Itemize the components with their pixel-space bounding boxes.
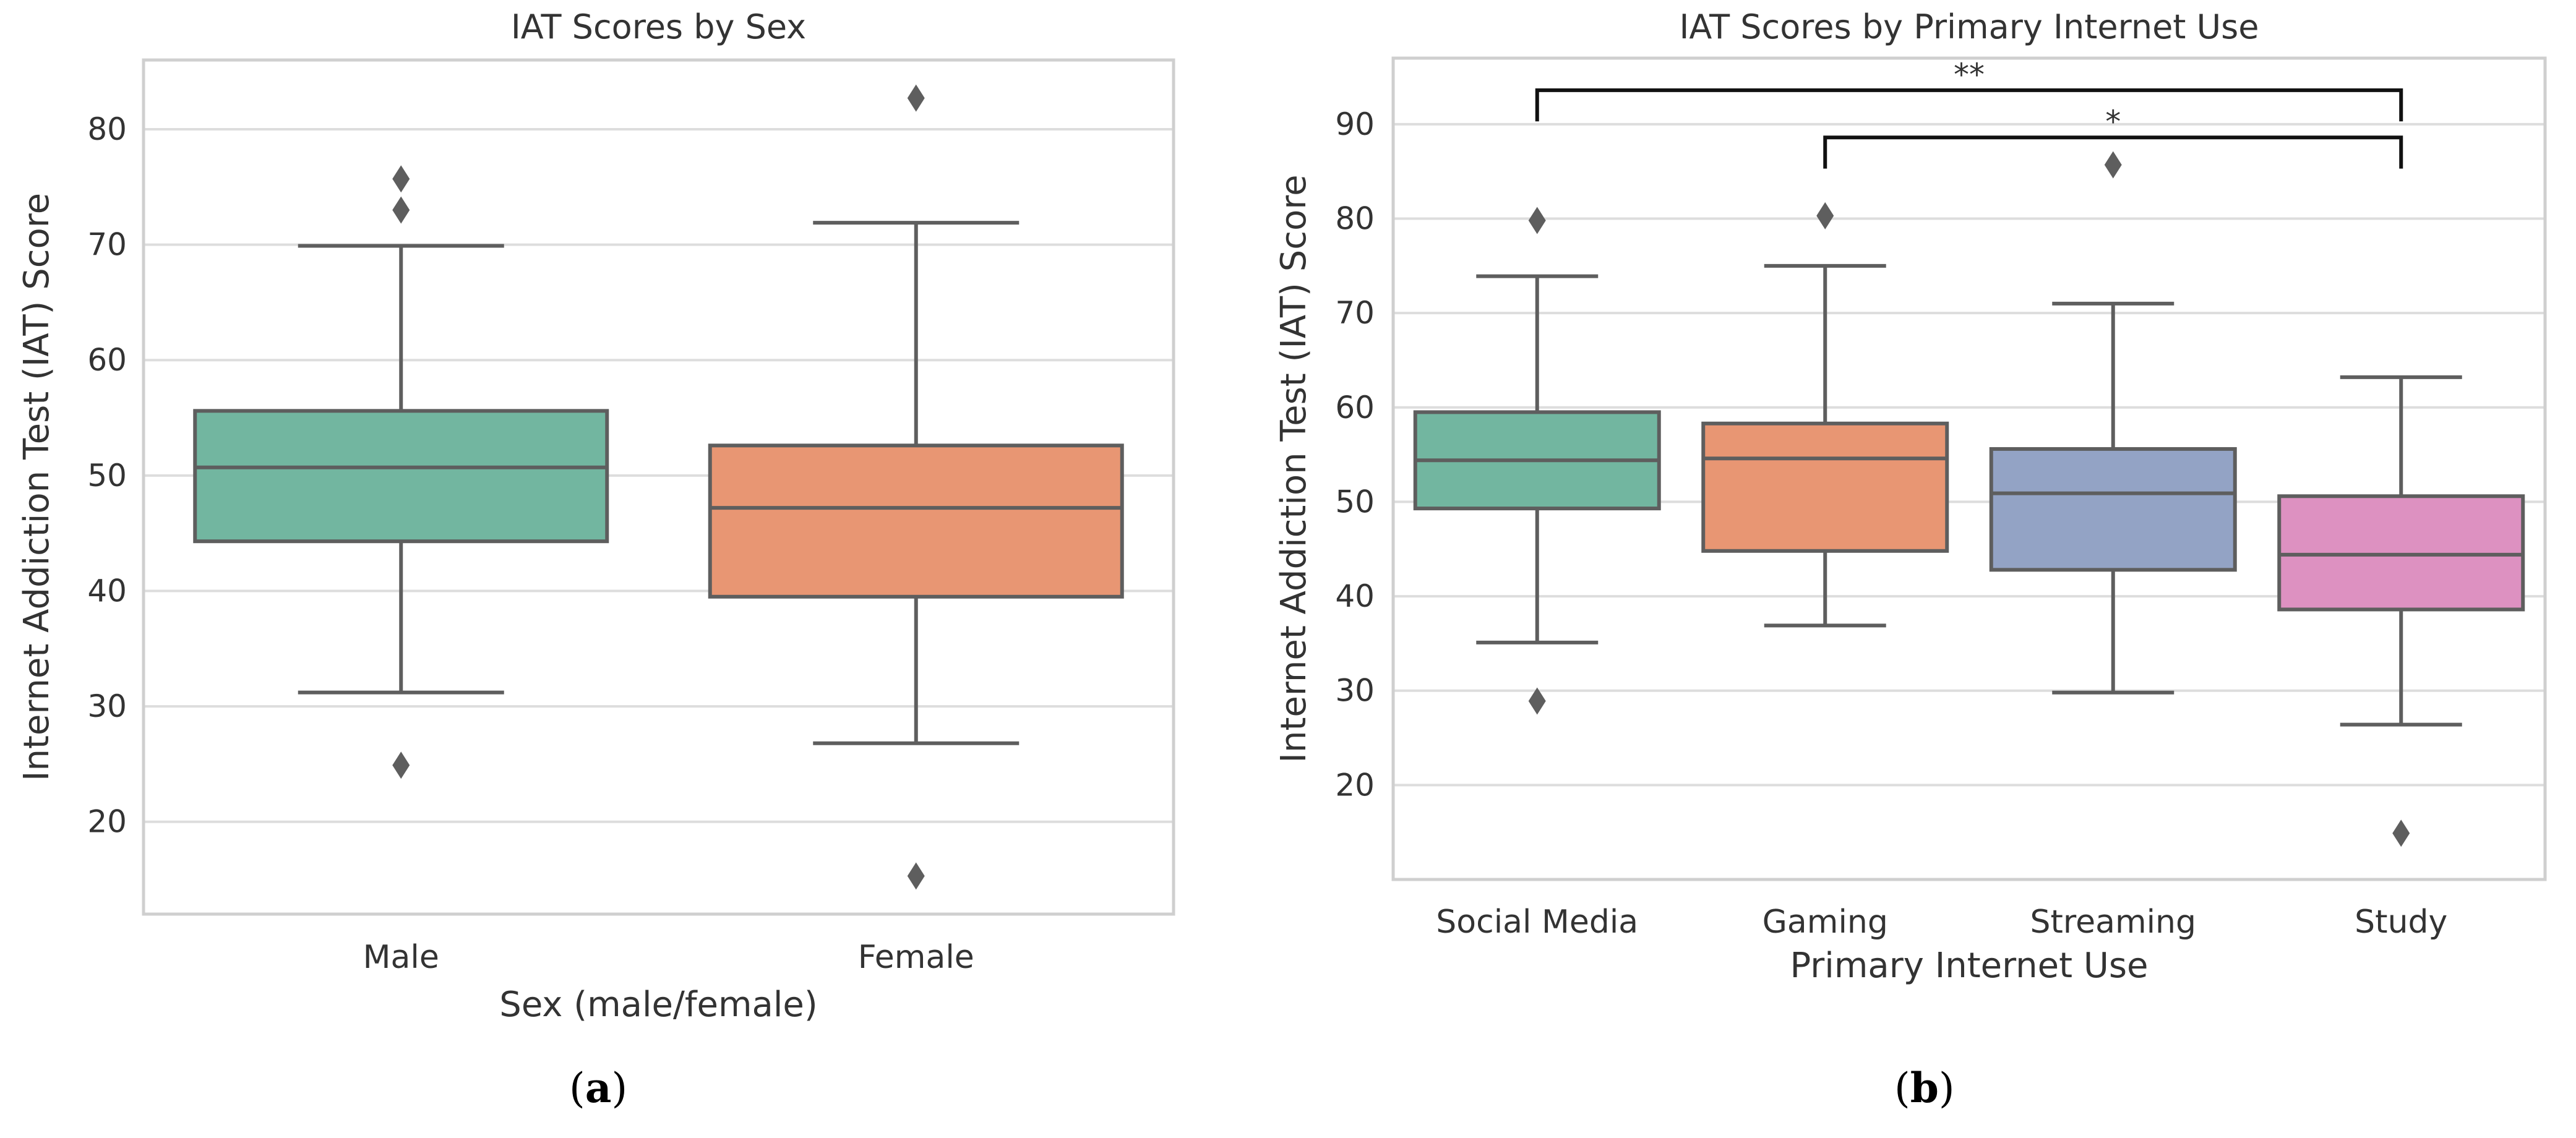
iqr-box <box>193 409 609 544</box>
y-tick-label: 20 <box>87 804 127 840</box>
x-tick-label: Male <box>363 939 439 976</box>
y-tick-label: 50 <box>1335 484 1375 520</box>
x-axis-label: Primary Internet Use <box>1790 946 2149 986</box>
iqr-box <box>708 443 1124 599</box>
y-axis-label: Internet Addiction Test (IAT) Score <box>1274 174 1314 763</box>
y-tick-label: 70 <box>1335 295 1375 331</box>
panel-b-primary-use: 20 30 40 50 60 70 80 90 Social Media Gaming Stream… <box>1274 7 2547 986</box>
chart-title: IAT Scores by Primary Internet Use <box>1679 7 2259 46</box>
x-tick-label: Streaming <box>2030 904 2196 941</box>
x-tick-label: Social Media <box>1436 904 1638 941</box>
y-tick-label: 80 <box>1335 200 1375 236</box>
y-tick-label: 40 <box>87 573 127 609</box>
panel-a-caption: (a) <box>569 1064 628 1112</box>
x-tick-label: Female <box>858 939 974 976</box>
x-tick-label: Study <box>2355 904 2447 941</box>
box-gaming <box>1701 202 1949 628</box>
y-tick-label: 20 <box>1335 767 1375 803</box>
outlier-point <box>392 196 410 224</box>
panel-b-caption: (b) <box>1894 1064 1955 1112</box>
box-male <box>193 165 609 779</box>
y-tick-label: 90 <box>1335 106 1375 142</box>
x-tick-label: Gaming <box>1762 904 1888 941</box>
box-female <box>708 84 1124 890</box>
iqr-box <box>1701 421 1949 553</box>
y-tick-label: 30 <box>1335 673 1375 709</box>
box-study <box>2277 375 2525 847</box>
x-axis-label: Sex (male/female) <box>499 985 817 1025</box>
iqr-box <box>2277 494 2525 612</box>
y-tick-label: 80 <box>87 111 127 147</box>
chart-title: IAT Scores by Sex <box>511 7 806 46</box>
outlier-point <box>907 84 925 112</box>
box-social-media <box>1413 207 1661 715</box>
outlier-point <box>2392 819 2410 847</box>
significance-label: ** <box>1954 57 1985 93</box>
outlier-point <box>907 862 925 890</box>
outlier-point <box>1528 687 1546 715</box>
y-tick-label: 60 <box>1335 390 1375 426</box>
iqr-box <box>1989 447 2237 572</box>
y-tick-label: 50 <box>87 458 127 494</box>
outlier-point <box>1528 207 1546 234</box>
significance-bracket <box>1823 135 2403 169</box>
y-axis-label: Internet Addiction Test (IAT) Score <box>17 193 57 781</box>
panel-a-sex: 20 30 40 50 60 70 80 Male Female IAT Scores by Se… <box>17 7 1175 1025</box>
outlier-point <box>2104 151 2122 179</box>
outlier-point <box>392 751 410 779</box>
outlier-point <box>392 165 410 193</box>
box-streaming <box>1989 151 2237 695</box>
plot-frame <box>1391 56 2547 881</box>
y-tick-label: 70 <box>87 227 127 263</box>
significance-label: * <box>2105 104 2121 140</box>
outlier-point <box>1816 202 1834 229</box>
significance-bracket <box>1535 88 2403 122</box>
y-tick-label: 40 <box>1335 578 1375 614</box>
y-tick-label: 60 <box>87 342 127 378</box>
plot-frame <box>142 58 1175 916</box>
y-tick-label: 30 <box>87 688 127 724</box>
